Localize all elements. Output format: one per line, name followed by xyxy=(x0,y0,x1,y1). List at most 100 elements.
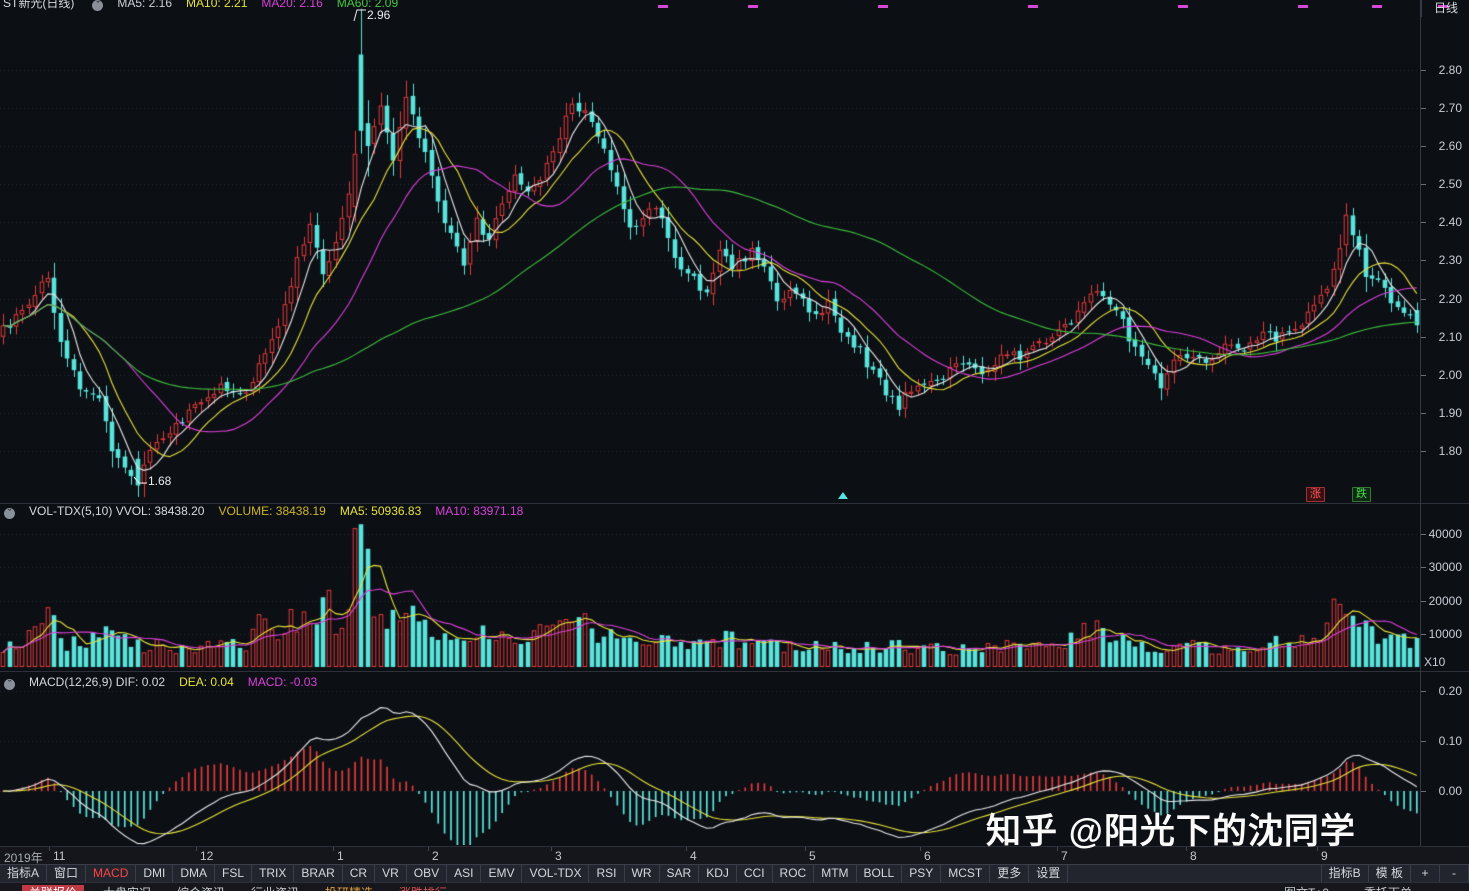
toolbar-right-button[interactable]: 模 板 xyxy=(1369,865,1411,882)
toolbar-button-dmi[interactable]: DMI xyxy=(136,865,174,882)
month-tick xyxy=(428,847,429,851)
axis-value-label: 0.10 xyxy=(1438,734,1462,748)
indicator-toolbar: 指标A 窗口 MACD DMI DMA FSL TRIX BRAR CR VR OBV ASI EMV V… xyxy=(0,864,1469,882)
period-label[interactable]: 日线 xyxy=(1421,0,1469,17)
bottom-tab[interactable]: 涨跌排行 xyxy=(392,885,454,891)
divider xyxy=(0,671,1469,672)
toolbar-button-asi[interactable]: ASI xyxy=(447,865,482,882)
fall-badge[interactable]: 跌 xyxy=(1352,487,1371,502)
macd-chart-canvas[interactable] xyxy=(0,690,1420,845)
toolbar-button-wr[interactable]: WR xyxy=(625,865,660,882)
toolbar-button-brar[interactable]: BRAR xyxy=(294,865,343,882)
axis-tick xyxy=(1421,601,1426,602)
axis-value-label: 2.70 xyxy=(1438,101,1462,115)
bottom-tab-strip: 关联报价 大盘实况 综合资讯 行业资讯 投研精选 涨跌排行 图文T+0 委托下单 xyxy=(0,882,1469,891)
toolbar-right-button[interactable]: 指标B xyxy=(1322,865,1369,882)
toolbar-button-指标a[interactable]: 指标A xyxy=(0,865,48,882)
toolbar-button-boll[interactable]: BOLL xyxy=(857,865,903,882)
volume-chart-canvas[interactable] xyxy=(0,519,1420,671)
collapse-icon[interactable] xyxy=(4,679,15,690)
divider xyxy=(0,503,1469,504)
collapse-icon[interactable] xyxy=(92,0,104,11)
top-cut-mark xyxy=(1178,5,1188,8)
toolbar-right-button[interactable]: + xyxy=(1411,865,1440,882)
axis-value-label: 2.40 xyxy=(1438,215,1462,229)
axis-value-label: 10000 xyxy=(1428,627,1462,641)
axis-month-label: 3 xyxy=(555,849,562,863)
bottom-tab[interactable]: 关联报价 xyxy=(22,885,85,891)
toolbar-button-trix[interactable]: TRIX xyxy=(252,865,295,882)
axis-value-label: 1.80 xyxy=(1438,444,1462,458)
toolbar-button-sar[interactable]: SAR xyxy=(660,865,700,882)
stock-title: ST新光(日线) xyxy=(3,0,75,10)
macd-header-segment: DEA: 0.04 xyxy=(179,675,234,689)
bottom-tab[interactable]: 投研精选 xyxy=(318,885,380,891)
toolbar-button-emv[interactable]: EMV xyxy=(481,865,523,882)
toolbar-button-fsl[interactable]: FSL xyxy=(215,865,253,882)
axis-tick xyxy=(1421,260,1426,261)
main-chart-header: ST新光(日线) MA5: 2.16 MA10: 2.21 MA20: 2.16 MA6… xyxy=(0,0,426,11)
axis-month-label: 11 xyxy=(53,849,66,863)
rise-badge[interactable]: 涨 xyxy=(1306,487,1325,502)
toolbar-right-button[interactable]: - xyxy=(1440,865,1469,882)
axis-month-label: 8 xyxy=(1190,849,1197,863)
macd-header-segment: MACD(12,26,9) DIF: 0.02 xyxy=(29,675,166,689)
ma-label: MA20: 2.16 xyxy=(261,0,323,10)
bottom-tab[interactable]: 大盘实况 xyxy=(96,885,158,891)
toolbar-button-cr[interactable]: CR xyxy=(343,865,376,882)
month-tick xyxy=(196,847,197,851)
month-tick xyxy=(920,847,921,851)
toolbar-button-roc[interactable]: ROC xyxy=(773,865,815,882)
axis-tick xyxy=(1421,741,1426,742)
low-price-annotation: 1.68 xyxy=(133,474,171,488)
axis-value-label: 20000 xyxy=(1428,594,1462,608)
toolbar-button-rsi[interactable]: RSI xyxy=(589,865,625,882)
toolbar-button-obv[interactable]: OBV xyxy=(407,865,448,882)
month-tick xyxy=(1186,847,1187,851)
axis-value-label: 2.20 xyxy=(1438,292,1462,306)
axis-tick xyxy=(1421,634,1426,635)
axis-tick xyxy=(1421,108,1426,109)
event-marker-icon xyxy=(838,492,848,499)
bottom-tab[interactable]: 图文T+0 xyxy=(1277,885,1336,891)
axis-tick xyxy=(1421,146,1426,147)
toolbar-button-kdj[interactable]: KDJ xyxy=(699,865,737,882)
month-tick xyxy=(805,847,806,851)
candlestick-chart-canvas[interactable] xyxy=(0,0,1420,503)
axis-value-label: 0.00 xyxy=(1438,784,1462,798)
axis-tick xyxy=(1421,691,1426,692)
axis-tick xyxy=(1421,791,1426,792)
toolbar-button-macd[interactable]: MACD xyxy=(86,865,137,882)
toolbar-button-vr[interactable]: VR xyxy=(375,865,407,882)
toolbar-button-mtm[interactable]: MTM xyxy=(814,865,857,882)
axis-value-label: 2.50 xyxy=(1438,177,1462,191)
bottom-tab[interactable]: 委托下单 xyxy=(1357,885,1419,891)
volume-header-segment: VOL-TDX(5,10) VVOL: 38438.20 xyxy=(29,504,205,518)
volume-unit-label: X10 xyxy=(1424,655,1446,669)
volume-header-segment: VOLUME: 38438.19 xyxy=(218,504,326,518)
axis-tick xyxy=(1421,534,1426,535)
toolbar-button-窗口[interactable]: 窗口 xyxy=(47,865,87,882)
toolbar-button-设置[interactable]: 设置 xyxy=(1029,865,1069,882)
month-tick xyxy=(551,847,552,851)
bottom-tab[interactable]: 行业资讯 xyxy=(244,885,306,891)
toolbar-button-psy[interactable]: PSY xyxy=(902,865,942,882)
toolbar-button-mcst[interactable]: MCST xyxy=(941,865,991,882)
axis-value-label: 2.00 xyxy=(1438,368,1462,382)
month-tick xyxy=(1317,847,1318,851)
axis-divider xyxy=(1420,0,1421,846)
toolbar-button-cci[interactable]: CCI xyxy=(737,865,773,882)
axis-tick xyxy=(1421,222,1426,223)
toolbar-button-vol-tdx[interactable]: VOL-TDX xyxy=(522,865,590,882)
bottom-tab[interactable]: 综合资讯 xyxy=(170,885,232,891)
toolbar-button-dma[interactable]: DMA xyxy=(173,865,216,882)
macd-pane-header: MACD(12,26,9) DIF: 0.02 DEA: 0.04 MACD: -0… xyxy=(0,676,345,690)
top-cut-mark xyxy=(1298,5,1308,8)
price-axis: 2.80 2.70 2.60 2.50 2.40 2.30 2.20 2.10 2.00 1.90… xyxy=(1421,0,1469,846)
collapse-icon[interactable] xyxy=(4,508,15,519)
axis-month-label: 2 xyxy=(432,849,439,863)
toolbar-button-更多[interactable]: 更多 xyxy=(990,865,1030,882)
axis-value-label: 2.10 xyxy=(1438,330,1462,344)
top-cut-mark xyxy=(1438,5,1448,8)
